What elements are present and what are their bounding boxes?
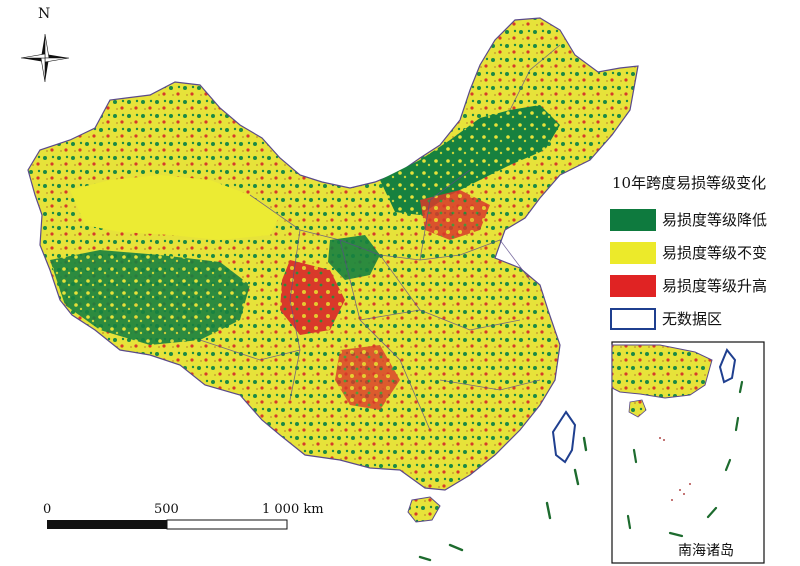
red-region-central <box>280 260 345 335</box>
scale-bar <box>47 519 288 530</box>
legend-swatch-increase <box>610 274 656 297</box>
legend-swatch-unchanged <box>610 241 656 264</box>
legend-label-nodata: 无数据区 <box>662 310 723 328</box>
red-region-south <box>335 345 400 410</box>
north-arrow-icon <box>20 33 70 83</box>
legend-item-decrease: 易损度等级降低 <box>610 203 800 236</box>
legend-item-increase: 易损度等级升高 <box>610 269 800 302</box>
taiwan-island <box>551 410 577 464</box>
legend-label-unchanged: 易损度等级不变 <box>662 244 768 262</box>
legend-swatch-nodata <box>610 307 656 330</box>
green-region-central <box>328 235 380 280</box>
legend-label-decrease: 易损度等级降低 <box>662 211 768 229</box>
red-region-east <box>420 190 490 240</box>
south-china-sea-inset <box>611 341 765 564</box>
legend-label-increase: 易损度等级升高 <box>662 277 768 295</box>
yellow-region-west <box>70 175 280 240</box>
legend-title: 10年跨度易损等级变化 <box>612 174 767 192</box>
hainan-island <box>407 496 441 523</box>
green-region-southwest <box>50 250 250 345</box>
legend: 10年跨度易损等级变化 易损度等级降低 易损度等级不变 易损度等级升高 无数据区 <box>610 172 800 335</box>
nine-dash-line <box>418 436 588 562</box>
north-label: N <box>38 6 51 22</box>
legend-swatch-decrease <box>610 208 656 231</box>
legend-item-unchanged: 易损度等级不变 <box>610 236 800 269</box>
scale-tick-500: 500 <box>154 502 179 517</box>
province-boundaries <box>199 44 561 431</box>
green-region-north <box>380 105 560 215</box>
scale-tick-1000: 1 000 km <box>262 502 324 517</box>
legend-item-nodata: 无数据区 <box>610 302 800 335</box>
scale-tick-0: 0 <box>43 502 52 517</box>
inset-label: 南海诸岛 <box>678 543 734 559</box>
